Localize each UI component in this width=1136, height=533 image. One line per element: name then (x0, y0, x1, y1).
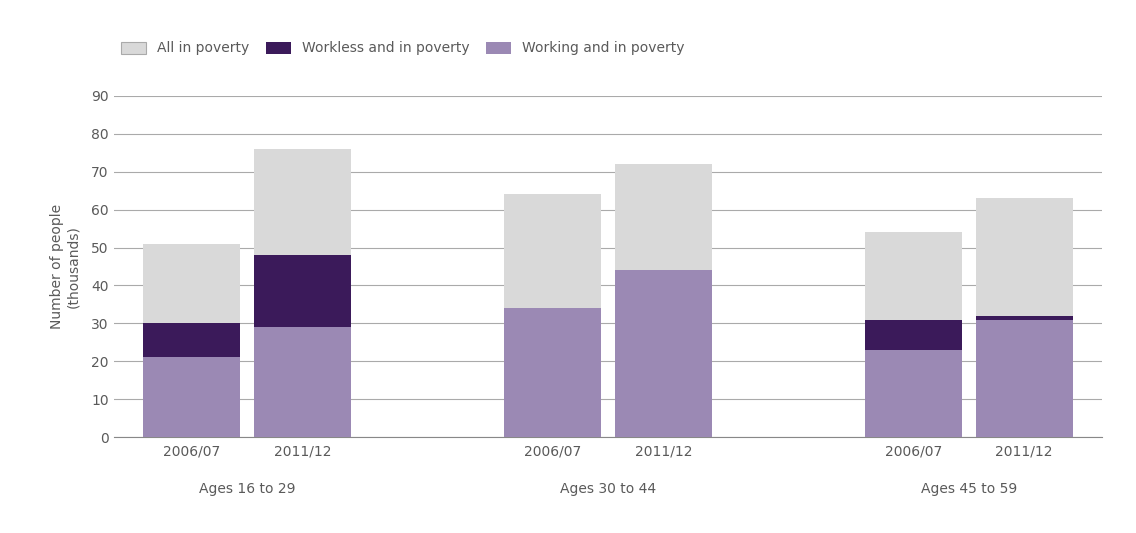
Bar (253, 255, 351, 437)
Bar (143, 358, 240, 437)
Legend: All in poverty, Workless and in poverty, Working and in poverty: All in poverty, Workless and in poverty,… (120, 42, 685, 55)
Bar (976, 316, 1072, 437)
Y-axis label: Number of people
(thousands): Number of people (thousands) (50, 204, 80, 329)
Bar (503, 308, 601, 437)
Bar (864, 350, 962, 437)
Bar (615, 270, 712, 437)
Text: Ages 16 to 29: Ages 16 to 29 (199, 481, 295, 496)
Bar (615, 164, 712, 437)
Text: Ages 30 to 44: Ages 30 to 44 (560, 481, 655, 496)
Bar (253, 149, 351, 437)
Bar (143, 324, 240, 437)
Bar (503, 195, 601, 437)
Bar (864, 232, 962, 437)
Bar (976, 198, 1072, 437)
Bar (253, 327, 351, 437)
Bar (143, 244, 240, 437)
Text: Ages 45 to 59: Ages 45 to 59 (920, 481, 1017, 496)
Bar (615, 331, 712, 437)
Bar (503, 327, 601, 437)
Bar (976, 320, 1072, 437)
Bar (864, 320, 962, 437)
